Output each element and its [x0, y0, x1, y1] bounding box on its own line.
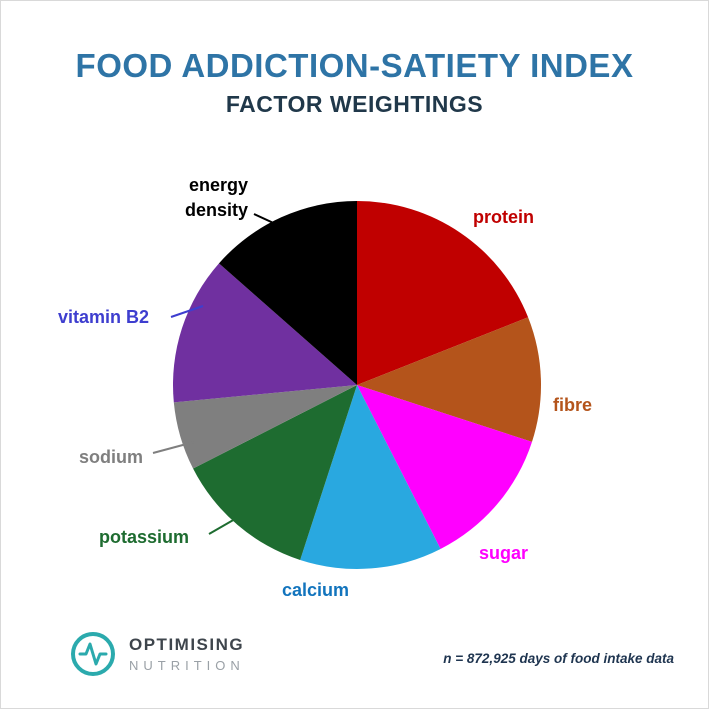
slice-label-vitamin-b2: vitamin B2 [58, 307, 150, 327]
slice-label-sodium: sodium [79, 447, 144, 467]
slice-label-calcium: calcium [282, 580, 350, 600]
header: FOOD ADDICTION-SATIETY INDEX FACTOR WEIG… [1, 47, 708, 118]
pie-slice-vitamin-B2 [173, 263, 357, 403]
brand-logo-text: OPTIMISING NUTRITION [129, 635, 245, 673]
brand-logo: OPTIMISING NUTRITION [69, 630, 245, 678]
page-subtitle: FACTOR WEIGHTINGS [225, 91, 484, 117]
leader-line-vitamin-B2 [170, 305, 204, 318]
optimising-nutrition-logo-icon [71, 632, 115, 676]
leader-line-potassium [208, 514, 243, 535]
pie-slice-energy-density [218, 201, 357, 385]
pie-slice-sugar [357, 385, 532, 549]
slice-label-protein: protein [473, 207, 534, 227]
leader-line-energy-density [253, 213, 307, 239]
pie-slice-fibre [357, 317, 541, 442]
slice-label-fibre: fibre [553, 395, 593, 415]
slice-label-energy-density: energy density [184, 175, 248, 221]
brand-name-secondary: NUTRITION [129, 658, 245, 673]
slice-label-sugar: sugar [479, 543, 529, 563]
pie-slice-sodium [173, 385, 357, 469]
page-title: FOOD ADDICTION-SATIETY INDEX [75, 47, 634, 84]
sample-size-note: n = 872,925 days of food intake data [443, 651, 674, 666]
brand-name-primary: OPTIMISING [129, 635, 245, 654]
pie-slice-potassium [193, 385, 357, 560]
pie-slice-calcium [300, 385, 441, 569]
slice-label-potassium: potassium [99, 527, 190, 547]
pie-slice-protein [357, 201, 529, 385]
leader-line-sodium [152, 441, 195, 454]
